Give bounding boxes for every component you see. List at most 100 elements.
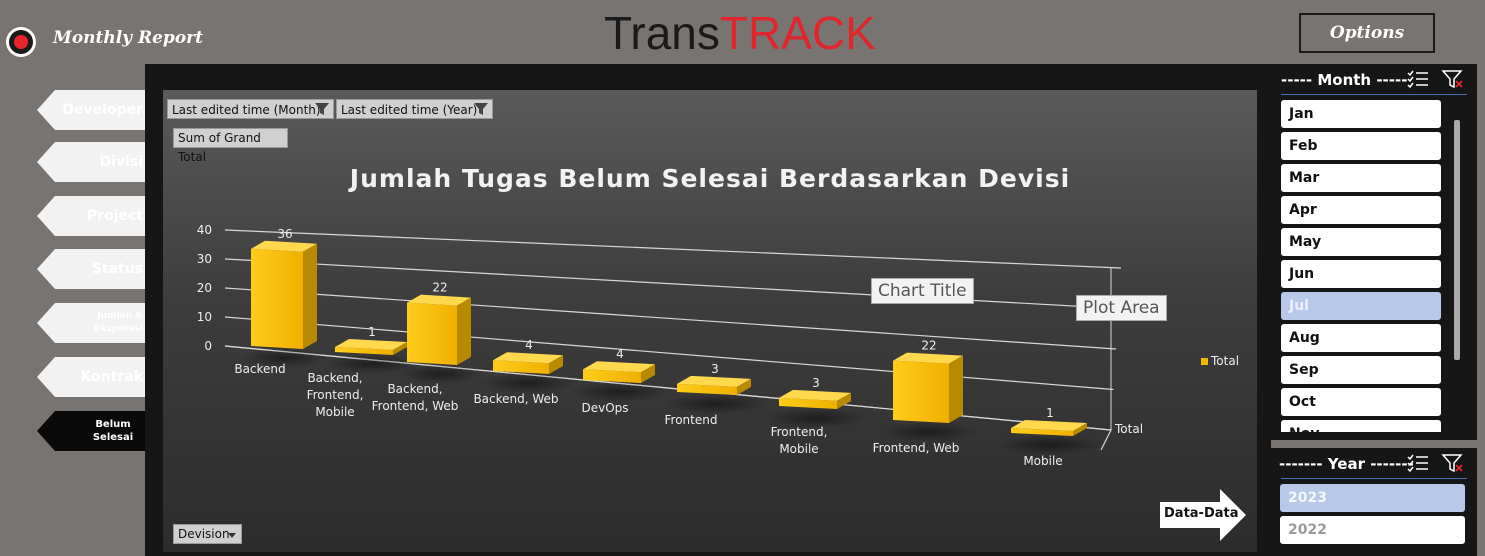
month-item-sep[interactable]: Sep: [1281, 356, 1441, 384]
bar-side: [949, 355, 963, 423]
bar-front: [677, 383, 737, 395]
legend-swatch: [1201, 358, 1208, 365]
bar-shadow: [766, 408, 866, 428]
multi-select-icon[interactable]: [1406, 69, 1430, 89]
category-label-line: Frontend: [665, 413, 718, 427]
nav-label: Kontrak: [80, 369, 143, 385]
category-label-line: Mobile: [779, 442, 818, 456]
clear-filter-icon[interactable]: [1441, 453, 1465, 473]
month-item-apr[interactable]: Apr: [1281, 196, 1441, 224]
devision-field-button[interactable]: Devision: [173, 524, 242, 544]
month-item-jan[interactable]: Jan: [1281, 100, 1441, 128]
month-item-jun[interactable]: Jun: [1281, 260, 1441, 288]
bar-chart[interactable]: 0 10 20 30 40 36 1 22 4 4 3 3 22 1 Backend Backend, Fron…: [163, 90, 1257, 552]
category-label-line: Mobile: [315, 405, 354, 419]
category-label-line: Backend,: [387, 382, 442, 396]
month-item-nov[interactable]: Nov: [1281, 420, 1441, 432]
nav-jumlah-ekspetasi[interactable]: Jumlah & Ekspetasi: [37, 303, 153, 343]
month-item-aug[interactable]: Aug: [1281, 324, 1441, 352]
clear-filter-icon[interactable]: [1441, 69, 1465, 89]
category-label: Backend, Frontend, Web: [372, 382, 459, 413]
bar-shadow: [322, 354, 422, 374]
bar-side: [641, 364, 655, 383]
brand-logo: TransTRACK: [604, 6, 876, 60]
year-item-2023[interactable]: 2023: [1280, 484, 1465, 512]
tag-shape: [37, 357, 153, 397]
bar-side: [393, 342, 407, 355]
bar-top: [583, 361, 655, 373]
category-label-line: DevOps: [581, 401, 628, 415]
slicer-divider: [1281, 94, 1467, 95]
plot-area-tooltip: Plot Area: [1076, 295, 1167, 321]
bar-7[interactable]: [893, 352, 963, 423]
nav-status[interactable]: Status: [37, 249, 153, 289]
bar-side: [737, 378, 751, 395]
year-item-2022[interactable]: 2022: [1280, 516, 1465, 544]
nav-label: Belum Selesai: [92, 419, 134, 443]
month-item-oct[interactable]: Oct: [1281, 388, 1441, 416]
category-label-line: Backend: [234, 362, 285, 376]
nav-divisi[interactable]: Divisi: [37, 142, 153, 182]
nav-project[interactable]: Project: [37, 196, 153, 236]
category-label: Backend, Frontend, Mobile: [307, 371, 364, 419]
filter-year-button[interactable]: Last edited time (Year): [336, 99, 493, 119]
slicer-divider: [1281, 478, 1467, 479]
month-slicer-scrollbar[interactable]: [1454, 120, 1460, 360]
year-slicer-title: ------- Year -------: [1279, 455, 1414, 473]
tag-shape: [37, 90, 153, 130]
bar-3[interactable]: [493, 352, 563, 374]
bar-5[interactable]: [677, 375, 751, 395]
filter-icon: [474, 103, 488, 115]
legend-label: Total: [1211, 354, 1240, 368]
nav-belum-selesai[interactable]: Belum Selesai: [37, 411, 153, 451]
month-item-may[interactable]: May: [1281, 228, 1441, 256]
bar-top: [251, 240, 317, 252]
bar-shadow: [997, 435, 1103, 455]
category-label-line: Backend, Web: [473, 392, 558, 406]
chart-title[interactable]: Jumlah Tugas Belum Selesai Berdasarkan D…: [349, 164, 1071, 193]
month-item-jul[interactable]: Jul: [1281, 292, 1441, 320]
filter-year-label: Last edited time (Year): [341, 103, 478, 117]
data-label: 4: [616, 347, 624, 361]
options-button[interactable]: Options: [1299, 13, 1435, 53]
category-label-line: Frontend, Web: [372, 399, 459, 413]
nav-kontrak[interactable]: Kontrak: [37, 357, 153, 397]
data-label: 4: [525, 338, 533, 352]
tag-shape: [37, 196, 153, 236]
category-label: Frontend, Web: [873, 441, 960, 455]
bar-shadow: [240, 348, 330, 368]
bar-4[interactable]: [583, 361, 655, 383]
tag-shape: [37, 249, 153, 289]
bar-top: [677, 375, 751, 387]
month-item-mar[interactable]: Mar: [1281, 164, 1441, 192]
bar-8[interactable]: [1011, 420, 1087, 436]
nav-label: Status: [91, 261, 143, 277]
category-label-line: Mobile: [1023, 454, 1062, 468]
bar-front: [407, 302, 457, 365]
nav-developer[interactable]: Developer: [37, 90, 153, 130]
tag-shape: [37, 303, 153, 343]
tag-shape: [37, 411, 153, 451]
category-label: Frontend, Mobile: [771, 425, 828, 456]
bar-0[interactable]: [251, 240, 317, 349]
value-field-button[interactable]: Sum of Grand Total: [173, 128, 288, 164]
data-data-button[interactable]: Data-Data: [1160, 489, 1248, 541]
nav-label: Developer: [62, 102, 143, 118]
bar-top: [1011, 420, 1087, 431]
category-label-line: Frontend, Web: [873, 441, 960, 455]
data-label: 3: [812, 376, 820, 390]
multi-select-icon[interactable]: [1406, 453, 1430, 473]
bar-6[interactable]: [779, 389, 851, 409]
month-item-feb[interactable]: Feb: [1281, 132, 1441, 160]
bar-2[interactable]: [407, 294, 471, 365]
bar-side: [457, 297, 471, 365]
bar-front: [1011, 428, 1073, 436]
bar-front: [583, 369, 641, 383]
bar-shadow: [481, 373, 577, 393]
y-tick-label: 40: [197, 223, 212, 237]
filter-month-button[interactable]: Last edited time (Month): [167, 99, 334, 119]
bar-1[interactable]: [335, 339, 407, 355]
data-label: 22: [432, 281, 447, 295]
data-label: 36: [277, 227, 292, 241]
month-items-viewport: Jan Feb Mar Apr May Jun Jul Aug Sep Oct Nov: [1281, 96, 1441, 432]
